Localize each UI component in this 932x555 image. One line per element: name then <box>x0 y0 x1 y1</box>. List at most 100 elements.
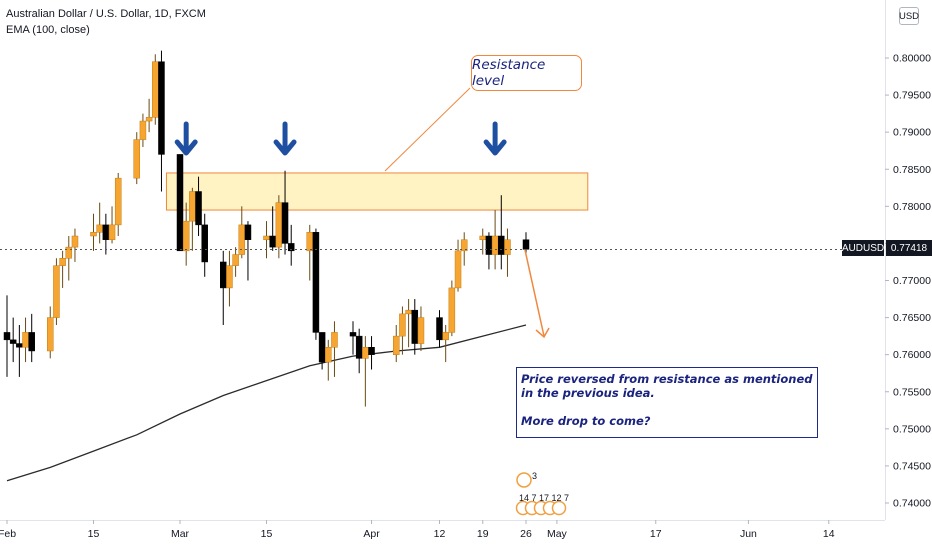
candle-body[interactable] <box>448 287 456 333</box>
candle-body[interactable] <box>498 235 505 255</box>
candle-body[interactable] <box>399 313 406 337</box>
candle-body[interactable] <box>479 235 486 240</box>
candle-body[interactable] <box>53 265 60 318</box>
candle-body[interactable] <box>411 309 419 344</box>
candle-body[interactable] <box>22 332 29 348</box>
note-line: More drop to come? <box>521 414 651 428</box>
last-price-tag: AUDUSD 0.77418 <box>842 240 932 256</box>
y-tick-label: 0.75000 <box>893 423 931 435</box>
candle-body[interactable] <box>16 343 23 348</box>
note-line: in the previous idea. <box>521 386 655 400</box>
note-line <box>521 400 813 414</box>
candle-body[interactable] <box>522 239 530 250</box>
candle-body[interactable] <box>460 239 468 252</box>
price-tag-symbol: AUDUSD <box>842 240 884 256</box>
symbol-title: Australian Dollar / U.S. Dollar, 1D, FXC… <box>6 8 206 20</box>
ema-line[interactable] <box>6 324 527 482</box>
y-tick-label: 0.80000 <box>893 53 931 65</box>
y-tick-label: 0.78000 <box>893 201 931 213</box>
candle-body[interactable] <box>176 154 184 252</box>
candle-body[interactable] <box>139 120 147 140</box>
candle-body[interactable] <box>325 347 332 363</box>
y-tick-label: 0.74000 <box>893 498 931 510</box>
candle-body[interactable] <box>362 347 369 359</box>
projection-arrow-icon <box>524 249 545 337</box>
candle-body[interactable] <box>59 258 66 266</box>
x-tick-label: Apr <box>363 528 380 540</box>
candle-body[interactable] <box>232 254 239 266</box>
candle-body[interactable] <box>355 335 363 359</box>
candle-body[interactable] <box>108 224 116 240</box>
candle-body[interactable] <box>195 191 202 226</box>
candle-body[interactable] <box>436 317 443 341</box>
candle-body[interactable] <box>102 224 110 240</box>
candle-body[interactable] <box>145 117 153 122</box>
idea-avatar-icon[interactable] <box>516 472 532 488</box>
candle-body[interactable] <box>263 235 270 240</box>
y-tick-label: 0.76000 <box>893 349 931 361</box>
candle-body[interactable] <box>220 261 227 289</box>
candle-body[interactable] <box>96 224 103 233</box>
candle-body[interactable] <box>306 232 313 252</box>
candle-body[interactable] <box>393 335 400 355</box>
y-tick-label: 0.78500 <box>893 164 931 176</box>
candle-body[interactable] <box>182 220 190 252</box>
indicator-label: EMA (100, close) <box>6 24 90 36</box>
y-tick-label: 0.76500 <box>893 312 931 324</box>
candle-body[interactable] <box>504 239 511 255</box>
candle-body[interactable] <box>71 235 79 248</box>
idea-avatar-icon[interactable] <box>551 500 567 516</box>
candle-body[interactable] <box>47 317 54 352</box>
y-tick-label: 0.79000 <box>893 127 931 139</box>
candle-body[interactable] <box>238 224 246 255</box>
chart-legend: Australian Dollar / U.S. Dollar, 1D, FXC… <box>6 6 206 38</box>
candle-body[interactable] <box>454 250 462 289</box>
x-tick-label: May <box>547 528 568 540</box>
candle-body[interactable] <box>417 317 425 344</box>
currency-button[interactable]: USD <box>899 7 919 25</box>
price-axis-bg <box>885 0 932 550</box>
candle-body[interactable] <box>114 177 122 226</box>
candle-body[interactable] <box>244 224 252 240</box>
candle-body[interactable] <box>312 232 320 333</box>
x-tick-label: Mar <box>171 528 190 540</box>
candle-body[interactable] <box>287 243 295 252</box>
y-tick-label: 0.75500 <box>893 386 931 398</box>
candle-body[interactable] <box>281 202 289 244</box>
down-arrow-icon <box>483 139 507 156</box>
candle-body[interactable] <box>485 235 493 255</box>
candle-body[interactable] <box>269 235 276 248</box>
x-tick-label: Feb <box>0 528 16 540</box>
candle-body[interactable] <box>368 347 375 355</box>
candle-body[interactable] <box>3 332 11 341</box>
candle-body[interactable] <box>90 232 97 237</box>
candle-body[interactable] <box>201 224 208 263</box>
candle-body[interactable] <box>9 339 17 344</box>
candle-body[interactable] <box>349 332 357 337</box>
candle-body[interactable] <box>28 332 35 352</box>
note-box[interactable]: Price reversed from resistance as mentio… <box>516 367 818 438</box>
candle-body[interactable] <box>133 139 140 179</box>
candle-body[interactable] <box>491 235 499 255</box>
y-tick-label: 0.77000 <box>893 275 931 287</box>
candle-body[interactable] <box>158 61 165 155</box>
idea-counts-row: 14 7 17 12 7 <box>519 493 569 503</box>
x-tick-label: 19 <box>477 528 489 540</box>
candle-body[interactable] <box>65 246 73 259</box>
candle-body[interactable] <box>405 309 412 315</box>
resistance-callout[interactable]: Resistance level <box>471 55 582 91</box>
y-tick-label: 0.74500 <box>893 460 931 472</box>
x-tick-label: 17 <box>650 528 662 540</box>
candle-body[interactable] <box>226 265 233 289</box>
candle-body[interactable] <box>442 332 449 341</box>
down-arrow-icon <box>273 139 297 156</box>
candle-body[interactable] <box>331 332 338 348</box>
resistance-zone[interactable] <box>165 172 589 211</box>
candle-body[interactable] <box>275 202 283 248</box>
candle-body[interactable] <box>189 191 196 222</box>
candle-body[interactable] <box>152 61 159 118</box>
x-tick-label: 14 <box>823 528 835 540</box>
candle-body[interactable] <box>318 332 326 363</box>
